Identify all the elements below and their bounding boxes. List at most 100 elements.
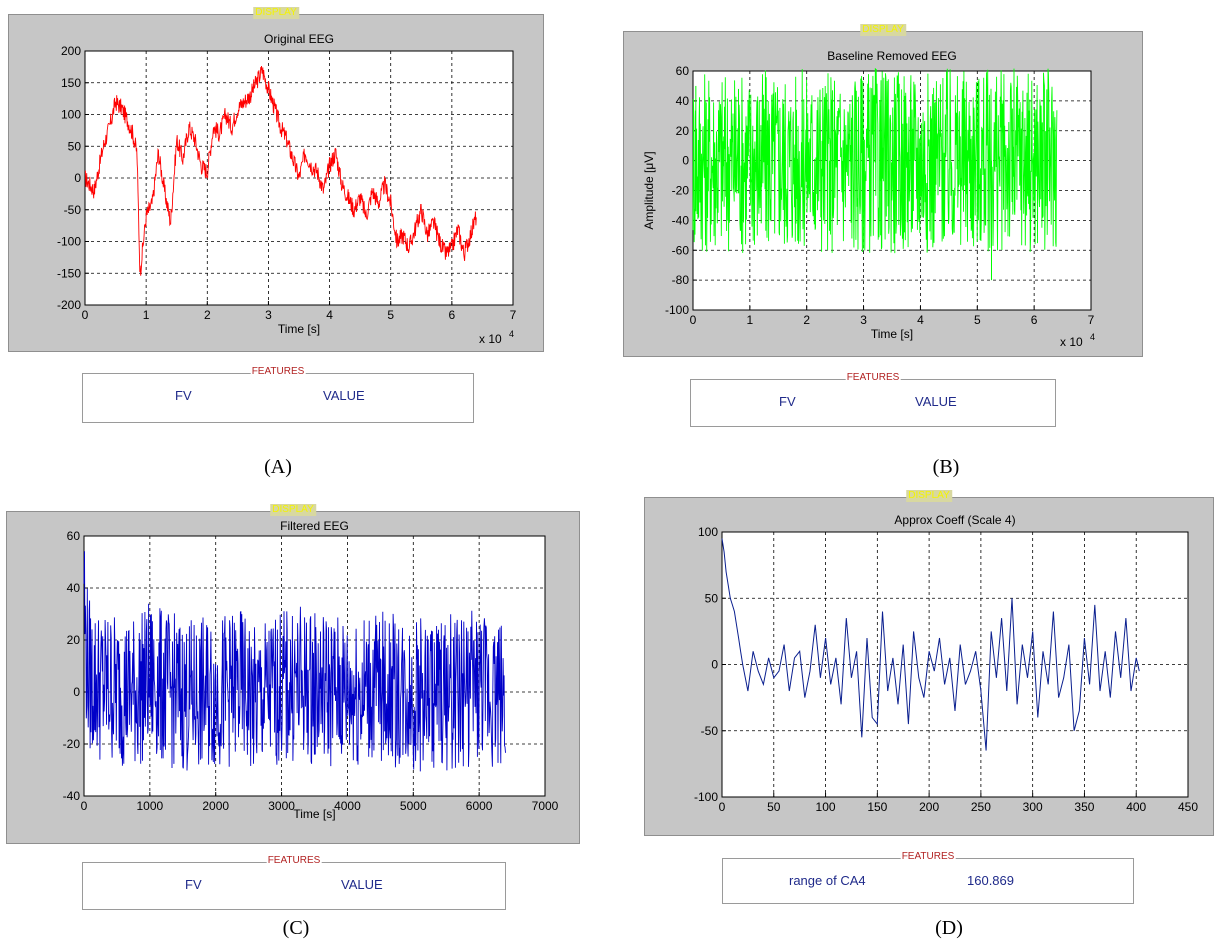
y-tick-label: 60 — [676, 64, 690, 78]
x-tick-label: 0 — [82, 308, 89, 322]
y-tick-label: 60 — [67, 529, 81, 543]
figure-caption: (C) — [282, 917, 310, 939]
y-tick-label: 0 — [682, 154, 689, 168]
data-series — [83, 551, 506, 772]
display-panel: DISPLAY 0 1000 2000 3000 4000 5000 6000 7000 -40… — [6, 504, 580, 844]
y-tick-label: 200 — [61, 44, 81, 58]
y-tick-label: -50 — [701, 724, 719, 738]
display-label: DISPLAY — [253, 7, 299, 19]
x-tick-label: 3 — [860, 313, 867, 327]
x-tick-label: 5 — [974, 313, 981, 327]
x-tick-label: 100 — [816, 800, 836, 814]
y-tick-label: 0 — [74, 171, 81, 185]
y-tick-label: -40 — [63, 789, 81, 803]
x-tick-label: 7000 — [532, 799, 559, 813]
x-tick-label: 400 — [1126, 800, 1146, 814]
y-tick-label: 0 — [711, 658, 718, 672]
x-axis-exponent: 4 — [1090, 332, 1095, 342]
display-panel: DISPLAY 0 1 2 3 4 5 6 7 -100 -80 -60 -40 -20 0 20 40 60 B… — [623, 24, 1143, 357]
x-axis-label: Time [s] — [278, 322, 320, 336]
y-tick-label: 50 — [705, 591, 719, 605]
features-panel: FEATURES range of CA4 160.869 — [722, 851, 1134, 904]
x-tick-label: 0 — [81, 799, 88, 813]
features-panel: FEATURES FV VALUE — [82, 366, 474, 423]
x-tick-label: 3000 — [268, 799, 295, 813]
x-tick-label: 2000 — [202, 799, 229, 813]
x-tick-label: 3 — [265, 308, 272, 322]
x-tick-label: 50 — [767, 800, 781, 814]
data-series — [84, 65, 477, 276]
chart-title: Approx Coeff (Scale 4) — [894, 513, 1015, 527]
features-panel: FEATURES FV VALUE — [690, 372, 1056, 427]
display-label: DISPLAY — [906, 490, 952, 502]
feature-value: 160.869 — [967, 873, 1014, 888]
x-tick-label: 7 — [510, 308, 517, 322]
display-label: DISPLAY — [860, 24, 906, 36]
x-axis-exponent: 4 — [509, 329, 514, 339]
feature-name: FV — [185, 877, 202, 892]
y-tick-label: -100 — [665, 303, 689, 317]
feature-value: VALUE — [341, 877, 383, 892]
x-tick-label: 4000 — [334, 799, 361, 813]
chart-title: Baseline Removed EEG — [827, 49, 956, 63]
y-tick-label: -100 — [57, 235, 81, 249]
y-tick-label: 20 — [676, 124, 690, 138]
y-tick-label: -20 — [63, 737, 81, 751]
x-axis-label: Time [s] — [293, 807, 335, 821]
features-label: FEATURES — [266, 855, 322, 867]
y-tick-label: 0 — [73, 685, 80, 699]
features-panel: FEATURES FV VALUE — [82, 855, 506, 910]
plot-area — [84, 50, 514, 306]
figure-caption: (D) — [935, 917, 963, 939]
plot-area — [721, 531, 1189, 798]
x-tick-label: 1 — [143, 308, 150, 322]
figure-caption: (B) — [932, 456, 960, 478]
x-tick-label: 6000 — [466, 799, 493, 813]
x-axis-multiplier: x 10 — [479, 332, 502, 346]
x-tick-label: 5 — [387, 308, 394, 322]
x-tick-label: 2 — [204, 308, 211, 322]
x-tick-label: 300 — [1023, 800, 1043, 814]
x-tick-label: 4 — [917, 313, 924, 327]
x-tick-label: 2 — [803, 313, 810, 327]
y-tick-label: 20 — [67, 633, 81, 647]
y-tick-label: -50 — [64, 203, 82, 217]
x-tick-label: 150 — [867, 800, 887, 814]
y-tick-label: 40 — [676, 94, 690, 108]
eeg-plot: 0 1 2 3 4 5 6 7 -200 -150 -100 -50 0 50 100 150 200 Origi… — [57, 32, 517, 346]
x-tick-label: 4 — [326, 308, 333, 322]
x-tick-label: 200 — [919, 800, 939, 814]
x-axis-label: Time [s] — [871, 327, 913, 341]
x-tick-label: 6 — [449, 308, 456, 322]
data-series — [692, 68, 1058, 254]
figure-caption: (A) — [264, 456, 292, 478]
feature-name: FV — [779, 394, 796, 409]
features-label: FEATURES — [900, 851, 956, 863]
coeff-plot: 0 50 100 150 200 250 300 350 400 450 -100 -50 0 50 100… — [694, 513, 1198, 814]
eeg-plot: 0 1 2 3 4 5 6 7 -100 -80 -60 -40 -20 0 20 40 60 Baseline … — [642, 49, 1095, 349]
y-tick-label: -200 — [57, 298, 81, 312]
x-tick-label: 250 — [971, 800, 991, 814]
x-tick-label: 1 — [747, 313, 754, 327]
x-tick-label: 350 — [1074, 800, 1094, 814]
feature-name: FV — [175, 388, 192, 403]
x-tick-label: 7 — [1088, 313, 1095, 327]
feature-value: VALUE — [323, 388, 365, 403]
y-tick-label: -40 — [672, 213, 690, 227]
y-tick-label: -60 — [672, 243, 690, 257]
features-label: FEATURES — [250, 366, 306, 378]
y-tick-label: -100 — [694, 790, 718, 804]
y-tick-label: -20 — [672, 184, 690, 198]
display-label: DISPLAY — [270, 504, 316, 516]
y-axis-label: Amplitude [μV] — [642, 151, 656, 229]
y-tick-label: -150 — [57, 266, 81, 280]
y-tick-label: 50 — [68, 139, 82, 153]
x-tick-label: 0 — [690, 313, 697, 327]
x-tick-label: 1000 — [137, 799, 164, 813]
x-tick-label: 5000 — [400, 799, 427, 813]
feature-name: range of CA4 — [789, 873, 866, 888]
feature-value: VALUE — [915, 394, 957, 409]
x-tick-label: 0 — [719, 800, 726, 814]
y-tick-label: 40 — [67, 581, 81, 595]
chart-title: Filtered EEG — [280, 519, 349, 533]
